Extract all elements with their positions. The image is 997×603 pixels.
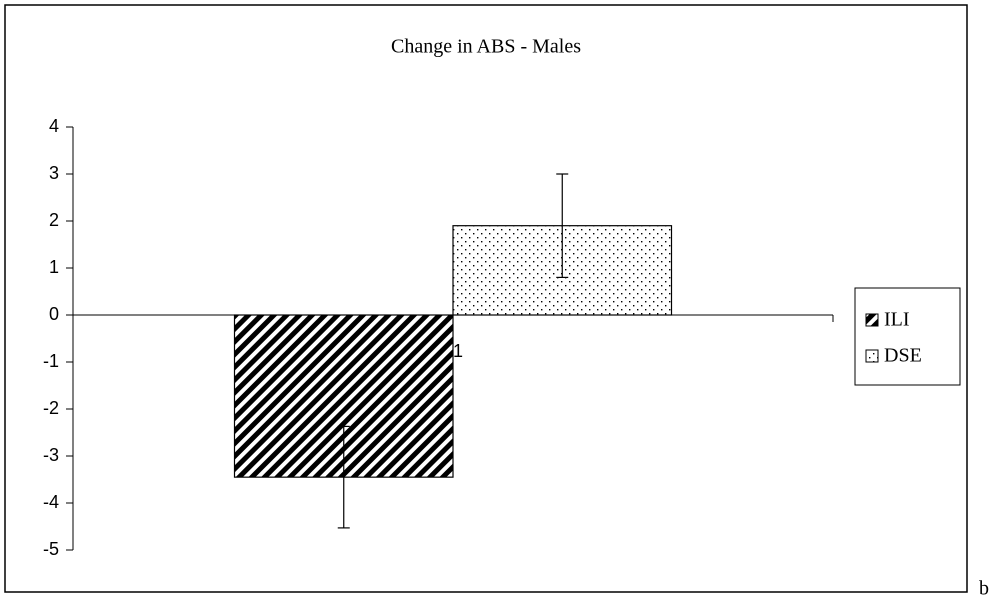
error-bar (337, 425, 350, 529)
legend-label: DSE (884, 345, 922, 367)
legend-swatch (865, 313, 879, 327)
legend-swatch (865, 349, 879, 363)
y-tick-label: 4 (49, 116, 59, 136)
y-tick-label: 1 (49, 257, 59, 277)
y-tick-label: -2 (43, 398, 59, 418)
y-tick-label: 2 (49, 210, 59, 230)
y-tick-label: 0 (49, 304, 59, 324)
y-tick-label: -1 (43, 351, 59, 371)
chart-title: Change in ABS - Males (391, 36, 581, 58)
x-tick-label: 1 (453, 341, 463, 361)
legend-box (854, 287, 961, 386)
legend-label: ILI (884, 309, 910, 331)
panel-label: b (979, 578, 989, 600)
error-bar (556, 173, 569, 278)
y-tick-label: 3 (49, 163, 59, 183)
y-tick-label: -5 (43, 539, 59, 559)
y-tick-label: -4 (43, 492, 59, 512)
y-tick-label: -3 (43, 445, 59, 465)
